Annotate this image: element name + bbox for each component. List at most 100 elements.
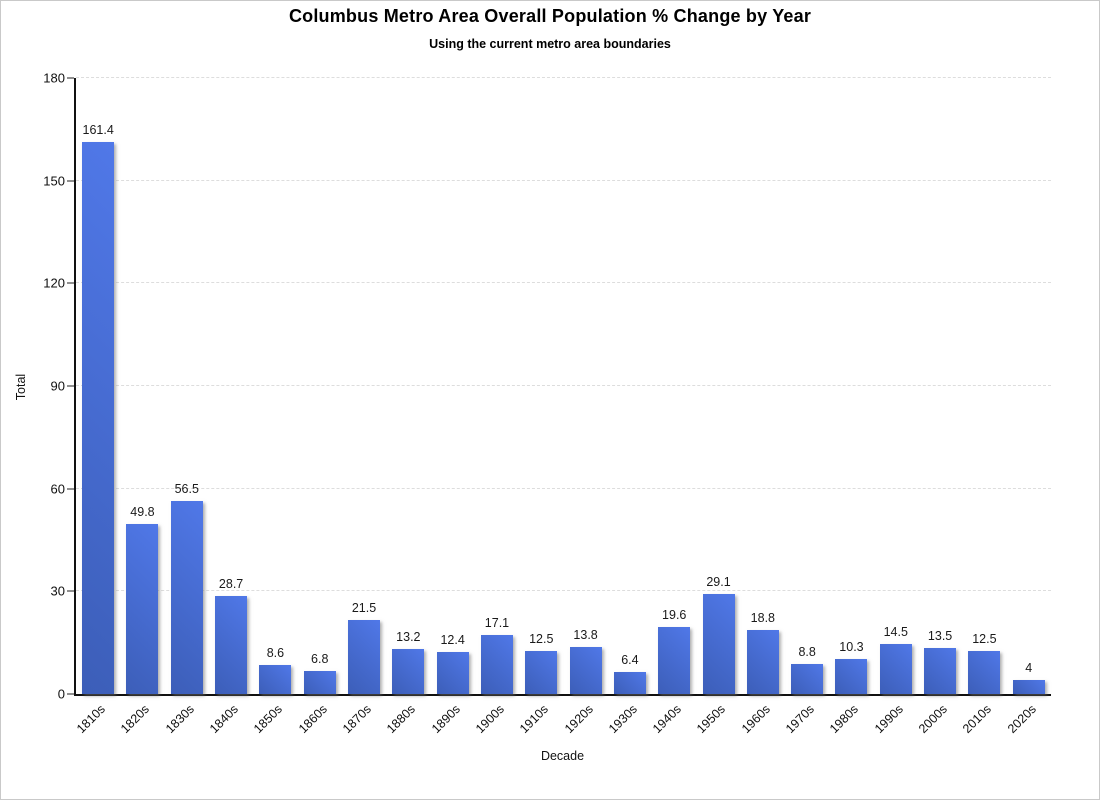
bar-value-label: 13.5: [927, 628, 953, 643]
gridline: [76, 77, 1051, 78]
bar-cell: 13.8 1920s: [562, 78, 607, 736]
bar-1980s: 10.3: [835, 640, 868, 694]
y-tick-mark: [67, 385, 74, 387]
x-tick-label: 1910s: [517, 702, 552, 736]
y-tick-mark: [67, 488, 74, 490]
bar-cell: 12.4 1890s: [429, 78, 475, 736]
y-tick-label: 90: [50, 378, 65, 394]
y-tick-label: 30: [50, 583, 65, 599]
x-tick-label: 1980s: [827, 702, 862, 736]
y-tick-label: 150: [43, 173, 65, 189]
bar-cell: 29.1 1950s: [694, 78, 740, 736]
x-tick-label: 1950s: [694, 702, 729, 736]
bar-value-label: 17.1: [484, 616, 510, 631]
bar-cell: 14.5 1990s: [872, 78, 918, 736]
bar-1940s: 19.6: [658, 608, 691, 694]
y-tick-mark: [67, 693, 74, 695]
bar-1860s: 6.8: [303, 652, 336, 694]
x-tick-label: 1990s: [871, 702, 906, 736]
y-tick-label: 60: [50, 481, 65, 497]
plot-area: 0 30 60 90 120 150 180 161.4 1810s 49.8 1820s 56.5 1…: [43, 71, 1051, 736]
bar-1890s: 12.4: [436, 633, 469, 694]
bar-value-label: 10.3: [839, 639, 864, 654]
bar-value-label: 29.1: [706, 575, 731, 590]
x-tick-label: 1880s: [384, 702, 419, 736]
x-axis-title: Decade: [540, 749, 585, 763]
bar-1930s: 6.4: [613, 653, 646, 694]
bar-value-label: 56.5: [174, 481, 199, 496]
y-tick-mark: [67, 282, 74, 284]
gridline: [76, 282, 1051, 284]
bar-1950s: 29.1: [702, 575, 735, 694]
bar-1880s: 13.2: [392, 630, 425, 694]
bar-cell: 161.4 1810s: [74, 78, 120, 736]
x-tick-label: 2000s: [916, 702, 950, 736]
bar-value-label: 8.6: [266, 645, 285, 660]
bar-cell: 12.5 2010s: [960, 78, 1006, 736]
gridline: [76, 179, 1051, 181]
x-tick-label: 1970s: [783, 702, 818, 736]
bar-cell: 19.6 1940s: [650, 78, 696, 736]
gridline: [76, 590, 1051, 592]
bar-value-label: 13.8: [573, 627, 598, 642]
y-tick-mark: [67, 77, 74, 79]
y-axis-title: Total: [14, 373, 28, 401]
x-tick-label: 1860s: [295, 702, 330, 736]
y-tick-label: 180: [43, 70, 65, 86]
bar-value-label: 6.4: [621, 653, 639, 668]
y-tick-mark: [67, 180, 74, 182]
bar-2000s: 13.5: [924, 629, 957, 694]
bar-1900s: 17.1: [480, 616, 513, 694]
chart-title: Columbus Metro Area Overall Population %…: [288, 6, 812, 26]
x-tick-label: 1810s: [74, 702, 109, 736]
x-tick-label: 2010s: [960, 702, 995, 736]
bar-value-label: 12.5: [972, 632, 997, 647]
bar-cell: 12.5 1910s: [517, 78, 563, 736]
bar-1870s: 21.5: [348, 601, 381, 694]
bar-1850s: 8.6: [259, 646, 292, 694]
chart-subtitle: Using the current metro area boundaries: [429, 37, 671, 51]
bar-value-label: 6.8: [311, 651, 329, 666]
y-tick-label: 120: [43, 275, 65, 291]
bar-2020s: 4: [1012, 661, 1045, 694]
x-tick-label: 1820s: [118, 702, 153, 736]
bar-value-label: 14.5: [883, 625, 908, 640]
bar-1960s: 18.8: [746, 611, 779, 694]
bar-value-label: 49.8: [130, 504, 155, 519]
x-tick-label: 1840s: [207, 702, 241, 736]
y-tick-label: 0: [57, 686, 65, 702]
bar-cell: 13.5 2000s: [916, 78, 962, 736]
bar-cell: 17.1 1900s: [473, 78, 519, 736]
bar-1990s: 14.5: [879, 625, 912, 694]
x-tick-label: 1930s: [605, 702, 640, 736]
bar-cell: 8.6 1850s: [251, 78, 297, 736]
x-tick-label: 1920s: [561, 702, 596, 736]
x-tick-label: 1940s: [650, 702, 685, 736]
bar-value-label: 13.2: [396, 629, 421, 644]
x-tick-label: 1830s: [162, 702, 197, 736]
bar-1840s: 28.7: [215, 577, 248, 694]
bar-1820s: 49.8: [126, 505, 159, 694]
bar-cell: 21.5 1870s: [340, 78, 386, 736]
bar-1910s: 12.5: [525, 632, 558, 694]
bar-cell: 6.4 1930s: [606, 78, 652, 736]
bar-cell: 4 2020s: [1005, 78, 1051, 736]
bar-cell: 56.5 1830s: [163, 78, 209, 736]
bar-value-label: 8.8: [798, 644, 816, 659]
bar-cell: 6.8 1860s: [296, 78, 342, 736]
bar-value-label: 28.7: [218, 576, 244, 591]
bar-1970s: 8.8: [791, 645, 824, 694]
bar-value-label: 4: [1025, 661, 1033, 676]
bar-2010s: 12.5: [968, 632, 1001, 694]
bar-cell: 8.8 1970s: [783, 78, 829, 736]
bar-value-label: 12.5: [529, 632, 554, 647]
bar-1920s: 13.8: [569, 628, 602, 694]
bar-cell: 10.3 1980s: [827, 78, 873, 736]
x-tick-label: 1960s: [738, 702, 773, 736]
x-tick-label: 1900s: [472, 702, 507, 736]
gridline: [76, 487, 1051, 489]
y-tick-mark: [67, 590, 74, 592]
bar-value-label: 21.5: [351, 601, 377, 616]
bar-value-label: 19.6: [662, 607, 687, 622]
bar-value-label: 12.4: [440, 632, 465, 647]
